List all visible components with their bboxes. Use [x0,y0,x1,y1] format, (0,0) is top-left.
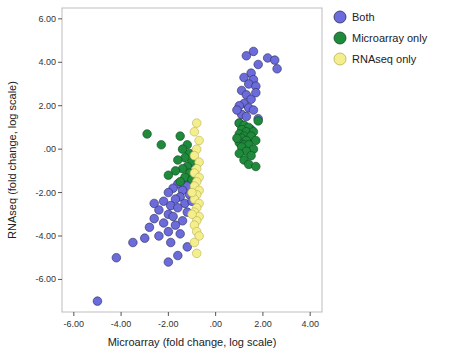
point [249,106,258,115]
point [171,221,180,230]
point [164,227,173,236]
point [140,234,149,243]
point [188,188,197,197]
point [150,199,159,208]
point [112,253,121,262]
y-tick-label: 2.00 [38,101,56,111]
y-tick [58,192,62,193]
point [93,297,102,306]
point [155,232,164,241]
x-tick [121,312,122,316]
legend-label: Both [352,11,375,23]
plot-frame [62,8,322,312]
legend-label: RNAseq only [352,53,417,65]
point [157,141,166,150]
x-tick-label: .00 [209,319,222,329]
point [164,171,173,180]
point [176,132,185,141]
point [273,65,282,74]
x-tick [215,312,216,316]
y-tick-label: 4.00 [38,57,56,67]
y-tick-label: 6.00 [38,14,56,24]
x-tick-label: -2.00 [158,319,179,329]
point [270,56,279,65]
point [176,230,185,239]
legend-marker [334,53,346,65]
y-tick-label: -4.00 [35,231,56,241]
point [233,106,242,115]
x-tick-label: 4.00 [301,319,319,329]
y-tick [58,105,62,106]
legend-label: Microarray only [352,32,428,44]
y-axis-title: RNAseq (fold change, log scale) [6,81,18,239]
y-tick-label: .00 [43,144,56,154]
point [233,134,242,143]
point [174,203,183,212]
point [164,188,173,197]
point [190,127,199,136]
point [254,117,263,126]
y-tick [58,236,62,237]
point [164,258,173,267]
point [192,119,201,128]
point [143,130,152,139]
point [195,136,204,145]
x-tick-label: -6.00 [64,319,85,329]
y-tick-label: -6.00 [35,274,56,284]
point [190,238,199,247]
x-tick [262,312,263,316]
x-tick [73,312,74,316]
point [150,214,159,223]
point [252,162,261,171]
point [174,156,183,165]
legend-marker [334,11,346,23]
point [176,177,185,186]
y-tick [58,18,62,19]
point [188,210,197,219]
point [129,238,138,247]
point [169,212,178,221]
point [159,219,168,228]
legend-marker [334,32,346,44]
x-tick-label: -4.00 [111,319,132,329]
points [93,47,281,305]
point [254,60,263,69]
point [242,51,251,60]
point [174,251,183,260]
point [192,249,201,258]
x-tick-label: 2.00 [254,319,272,329]
x-tick [168,312,169,316]
x-tick [310,312,311,316]
x-axis-title: Microarray (fold change, log scale) [108,336,277,348]
y-tick [58,279,62,280]
point [145,223,154,232]
y-tick [58,62,62,63]
y-tick [58,149,62,150]
chart: -6.00 -4.00 -2.00 .00 2.00 4.00 -6.00 -4.00 -2.0… [0,0,469,361]
legend: Both Microarray only RNAseq only [334,11,428,65]
point [166,238,175,247]
y-tick-label: -2.00 [35,188,56,198]
point [242,112,251,121]
point [252,88,261,97]
